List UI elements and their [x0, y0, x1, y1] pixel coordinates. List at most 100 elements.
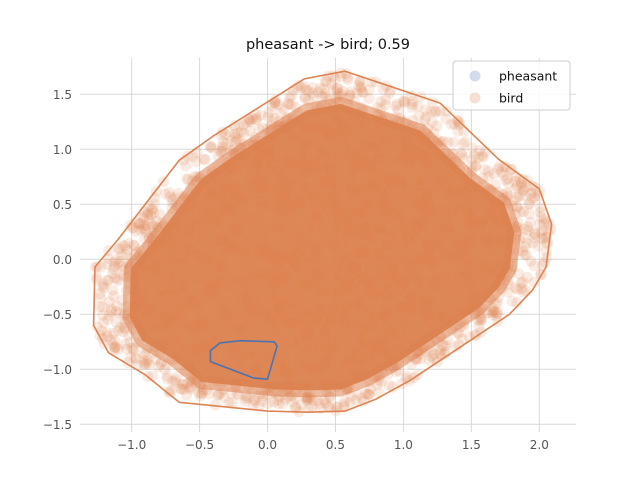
bird-point — [300, 318, 311, 329]
bird-point — [403, 255, 415, 267]
bird-point — [312, 266, 324, 278]
bird-point — [237, 197, 249, 209]
bird-point — [351, 87, 363, 99]
bird-point — [429, 282, 441, 294]
bird-point — [393, 300, 405, 312]
bird-point — [226, 342, 237, 354]
bird-point — [258, 271, 270, 283]
bird-point — [392, 272, 404, 284]
bird-point — [319, 276, 331, 288]
bird-point — [492, 163, 504, 175]
bird-point — [350, 260, 362, 272]
bird-point — [222, 156, 234, 168]
bird-point — [423, 240, 435, 252]
bird-point — [220, 239, 232, 251]
bird-point — [172, 188, 184, 199]
bird-point — [248, 361, 260, 373]
bird-point — [377, 334, 389, 345]
bird-point — [200, 340, 212, 352]
bird-point — [485, 307, 497, 319]
bird-point — [269, 265, 280, 277]
bird-point — [266, 221, 278, 233]
bird-point — [206, 206, 218, 218]
bird-point — [281, 364, 293, 376]
bird-point — [423, 315, 435, 327]
bird-point — [222, 241, 234, 253]
bird-point — [245, 238, 257, 250]
bird-point — [401, 370, 413, 382]
bird-point — [362, 350, 374, 362]
bird-point — [301, 307, 313, 319]
bird-point — [421, 240, 433, 252]
bird-point — [354, 120, 366, 132]
bird-point — [391, 354, 403, 366]
bird-point — [244, 211, 256, 223]
bird-point — [295, 264, 307, 276]
bird-point — [234, 324, 246, 336]
bird-point — [236, 195, 248, 207]
bird-point — [382, 198, 394, 210]
bird-point — [259, 249, 271, 261]
bird-point — [409, 233, 421, 245]
bird-point — [323, 260, 335, 272]
bird-point — [502, 189, 514, 201]
bird-point — [489, 306, 501, 318]
bird-point — [213, 331, 225, 343]
bird-point — [284, 153, 296, 165]
bird-point — [150, 353, 161, 365]
bird-point — [332, 82, 344, 94]
bird-point — [331, 270, 343, 282]
bird-point — [230, 381, 242, 393]
bird-point — [369, 255, 380, 267]
bird-point — [103, 309, 115, 321]
bird-point — [285, 89, 297, 101]
bird-point — [116, 294, 128, 306]
bird-point — [226, 204, 238, 216]
bird-point — [244, 308, 256, 320]
bird-point — [211, 363, 223, 375]
bird-point — [235, 374, 247, 386]
bird-point — [233, 195, 245, 207]
bird-point — [469, 205, 481, 217]
bird-point — [384, 174, 395, 186]
bird-point — [423, 280, 434, 292]
bird-point — [364, 232, 376, 244]
bird-point — [130, 353, 142, 365]
bird-point — [277, 187, 289, 199]
bird-point — [226, 322, 238, 334]
bird-point — [266, 304, 278, 315]
bird-point — [357, 242, 369, 253]
bird-point — [238, 152, 250, 164]
bird-point — [115, 321, 127, 333]
bird-point — [318, 302, 330, 314]
bird-point — [290, 240, 302, 251]
bird-point — [131, 247, 142, 258]
bird-point — [280, 206, 292, 218]
bird-point — [420, 203, 432, 215]
bird-point — [436, 235, 448, 247]
bird-point — [128, 239, 140, 251]
bird-point — [268, 396, 280, 408]
bird-point — [381, 240, 393, 252]
bird-point — [299, 122, 311, 134]
bird-point — [460, 209, 472, 221]
bird-point — [272, 394, 284, 406]
bird-point — [466, 170, 478, 182]
bird-point — [401, 158, 413, 170]
bird-point — [476, 215, 488, 227]
bird-point — [294, 197, 306, 209]
bird-point — [496, 283, 508, 295]
bird-point — [344, 355, 356, 367]
bird-point — [335, 169, 346, 181]
bird-point — [314, 102, 326, 114]
bird-point — [474, 144, 485, 156]
bird-point — [139, 358, 151, 370]
bird-point — [302, 390, 313, 402]
bird-point — [362, 321, 374, 333]
bird-point — [172, 309, 184, 321]
bird-point — [342, 300, 354, 312]
bird-point — [461, 186, 472, 198]
bird-point — [278, 345, 290, 357]
bird-point — [430, 159, 442, 171]
bird-point — [333, 96, 345, 108]
